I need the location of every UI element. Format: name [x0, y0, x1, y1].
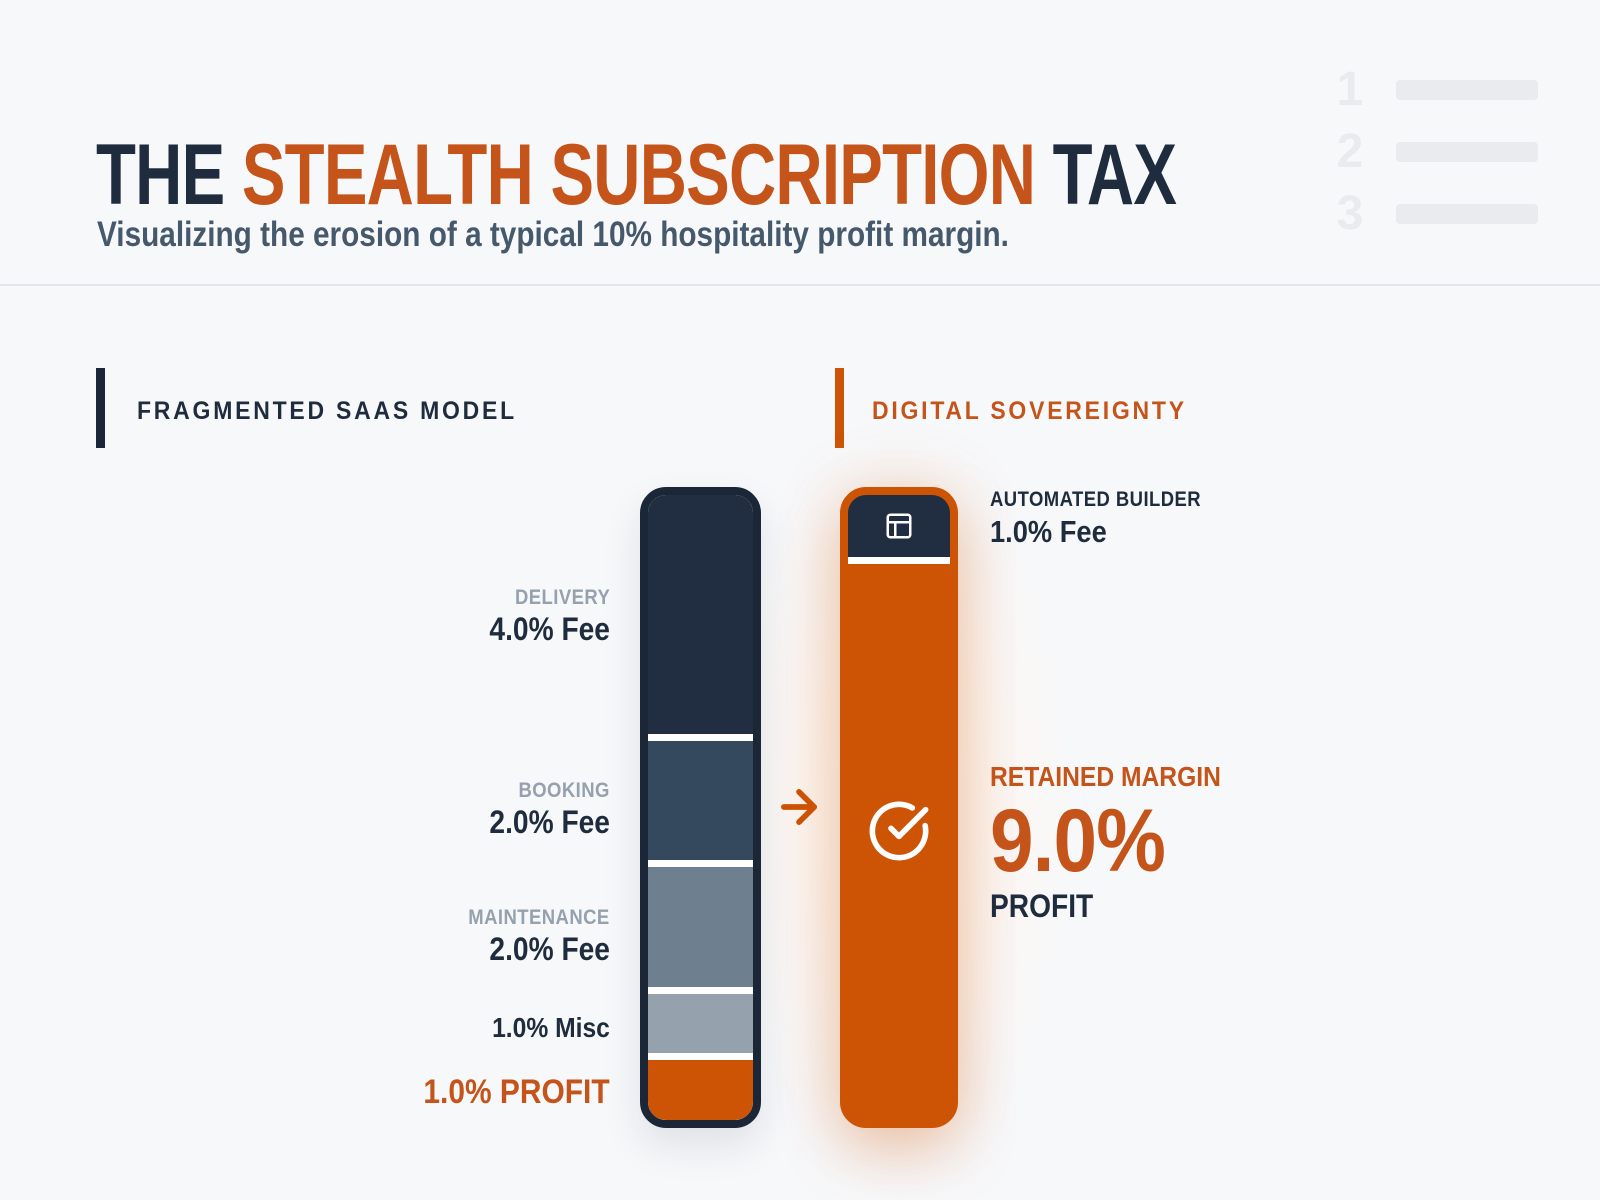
retained-sublabel: PROFIT: [990, 888, 1094, 925]
watermark-number: 1: [1336, 63, 1364, 116]
segment-category: BOOKING: [518, 779, 610, 802]
retained-value: 9.0%: [990, 789, 1166, 890]
title-part-2: STEALTH SUBSCRIPTION: [241, 126, 1036, 223]
ordered-list-watermark-icon: 1 2 3: [1330, 66, 1538, 238]
watermark-number: 3: [1336, 187, 1364, 240]
segment-value: 1.0% PROFIT: [423, 1073, 610, 1111]
arrow-right-icon: [773, 781, 825, 833]
watermark-bar: [1396, 142, 1538, 162]
bar-segment-delivery: [648, 495, 753, 734]
segment-value: 2.0% Fee: [489, 804, 610, 841]
segment-label-misc: 1.0% Misc: [476, 1012, 610, 1044]
watermark-bar: [1396, 80, 1538, 100]
page-subtitle: Visualizing the erosion of a typical 10%…: [97, 215, 1009, 254]
watermark-row: 3: [1330, 190, 1538, 238]
watermark-bar: [1396, 204, 1538, 224]
digital-sovereignty-bar: [840, 487, 958, 1128]
bar-segment-builder-fee: [848, 495, 950, 557]
left-heading-rule: [96, 368, 105, 448]
segment-value: 2.0% Fee: [489, 931, 610, 968]
segment-value: 4.0% Fee: [489, 611, 610, 648]
segment-label-maintenance: MAINTENANCE 2.0% Fee: [449, 904, 610, 968]
segment-separator: [648, 1053, 753, 1061]
segment-label-profit: 1.0% PROFIT: [398, 1073, 610, 1112]
bar-segment-booking: [648, 740, 753, 861]
segment-separator: [648, 860, 753, 868]
watermark-number: 2: [1336, 125, 1364, 178]
bar-segment-maintenance: [648, 867, 753, 987]
bar-segment-misc: [648, 993, 753, 1054]
builder-label: AUTOMATED BUILDER: [990, 488, 1202, 511]
segment-label-delivery: DELIVERY 4.0% Fee: [473, 584, 610, 648]
layout-builder-icon: [886, 513, 912, 539]
segment-separator: [648, 986, 753, 994]
segment-value: 1.0% Misc: [492, 1012, 610, 1043]
title-part-1: THE: [96, 126, 242, 223]
right-heading-rule: [835, 368, 844, 448]
retained-margin-label: RETAINED MARGIN 9.0% PROFIT: [990, 760, 1252, 925]
builder-value: 1.0% Fee: [990, 514, 1107, 550]
segment-separator: [648, 733, 753, 741]
retained-label: RETAINED MARGIN: [990, 761, 1221, 792]
builder-fee-label: AUTOMATED BUILDER 1.0% Fee: [990, 486, 1230, 550]
watermark-row: 2: [1330, 128, 1538, 176]
title-part-3: TAX: [1035, 126, 1177, 223]
header-divider: [0, 284, 1600, 286]
segment-category: MAINTENANCE: [468, 906, 610, 929]
left-section-heading: FRAGMENTED SAAS MODEL: [137, 397, 517, 425]
page-title: THE STEALTH SUBSCRIPTION TAX: [96, 132, 1177, 218]
bar-segment-retained-margin: [848, 563, 950, 1120]
bar-segment-profit: [648, 1060, 753, 1120]
check-circle-icon: [869, 801, 929, 861]
segment-label-booking: BOOKING 2.0% Fee: [473, 777, 610, 841]
right-section-heading: DIGITAL SOVEREIGNTY: [872, 397, 1187, 425]
segment-category: DELIVERY: [514, 586, 610, 609]
segment-separator: [848, 556, 950, 564]
watermark-row: 1: [1330, 66, 1538, 114]
fragmented-saas-stacked-bar: [640, 487, 761, 1128]
